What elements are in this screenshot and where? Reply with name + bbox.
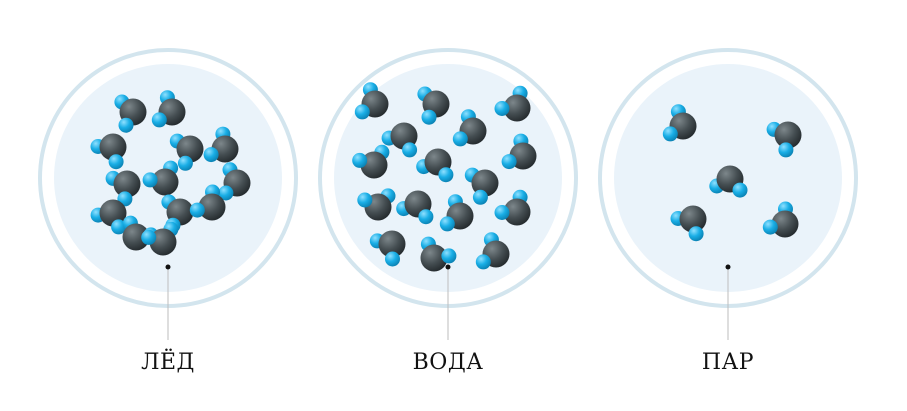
oxygen-atom bbox=[420, 244, 448, 272]
hydrogen-atom bbox=[501, 154, 517, 170]
water-molecule-icon bbox=[114, 94, 147, 133]
panel-vapor bbox=[598, 48, 858, 340]
label-ice: ЛЁД bbox=[141, 350, 195, 375]
water-molecule-icon bbox=[142, 160, 179, 196]
water-molecule-icon bbox=[416, 148, 454, 183]
water-molecule-icon bbox=[475, 232, 510, 270]
vapor-molecules bbox=[662, 104, 802, 242]
water-molecule-icon bbox=[203, 126, 239, 163]
water-molecule-icon bbox=[141, 221, 179, 256]
oxygen-atom bbox=[176, 135, 204, 163]
water-molecule-icon bbox=[670, 205, 707, 242]
hydrogen-atom bbox=[142, 172, 158, 188]
water-molecule-icon bbox=[766, 121, 802, 158]
hydrogen-atom bbox=[778, 142, 794, 158]
hydrogen-atom bbox=[421, 109, 437, 125]
water-molecule-icon bbox=[105, 170, 141, 207]
hydrogen-atom bbox=[218, 185, 234, 201]
hydrogen-atom bbox=[141, 229, 157, 245]
hydrogen-atom bbox=[439, 216, 455, 232]
hydrogen-atom bbox=[441, 248, 457, 264]
panel-water-pointer-dot bbox=[445, 264, 451, 270]
water-molecule-icon bbox=[396, 190, 434, 225]
hydrogen-atom bbox=[418, 209, 434, 225]
water-molecule-icon bbox=[189, 184, 226, 221]
water-molecule-icon bbox=[90, 199, 127, 235]
label-water: ВОДА bbox=[412, 350, 484, 375]
oxygen-atom bbox=[771, 210, 799, 238]
oxygen-atom bbox=[503, 94, 531, 122]
hydrogen-atom bbox=[475, 254, 491, 270]
oxygen-atom bbox=[198, 193, 226, 221]
oxygen-atom bbox=[471, 169, 499, 197]
panel-ice bbox=[38, 48, 298, 340]
panel-vapor-pointer-dot bbox=[725, 264, 731, 270]
water-molecule-icon bbox=[420, 236, 457, 272]
hydrogen-atom bbox=[452, 131, 468, 147]
oxygen-atom bbox=[360, 151, 388, 179]
water-molecule-icon bbox=[439, 194, 474, 232]
oxygen-atom bbox=[122, 223, 150, 251]
water-molecule-icon bbox=[357, 188, 396, 221]
water-molecule-icon bbox=[762, 201, 799, 238]
hydrogen-atom bbox=[494, 205, 510, 220]
water-molecule-icon bbox=[352, 144, 390, 179]
water-molecule-icon bbox=[218, 162, 251, 201]
label-vapor: ПАР bbox=[701, 350, 755, 375]
water-molecule-icon bbox=[709, 165, 748, 198]
water-molecule-icon bbox=[452, 109, 487, 147]
water-molecule-icon bbox=[381, 122, 418, 158]
water-molecule-icon bbox=[417, 86, 450, 125]
hydrogen-atom bbox=[177, 155, 193, 171]
oxygen-atom bbox=[113, 170, 141, 198]
water-molecule-icon bbox=[501, 133, 537, 170]
hydrogen-atom bbox=[151, 112, 167, 128]
hydrogen-atom bbox=[494, 101, 510, 116]
hydrogen-atom bbox=[352, 152, 368, 168]
hydrogen-atom bbox=[662, 126, 678, 142]
hydrogen-atom bbox=[189, 202, 205, 218]
oxygen-atom bbox=[149, 228, 177, 256]
hydrogen-atom bbox=[357, 192, 373, 208]
ice-molecules bbox=[90, 90, 251, 256]
hydrogen-atom bbox=[732, 182, 748, 198]
oxygen-atom bbox=[151, 168, 179, 196]
hydrogen-atom bbox=[203, 147, 219, 163]
oxygen-atom bbox=[774, 121, 802, 149]
hydrogen-atom bbox=[402, 142, 418, 158]
water-molecule-icon bbox=[151, 90, 186, 128]
hydrogen-atom bbox=[438, 167, 454, 183]
water-molecule-icon bbox=[494, 85, 531, 122]
hydrogen-atom bbox=[111, 219, 127, 235]
oxygen-atom bbox=[99, 133, 127, 161]
panel-ice-pointer-dot bbox=[165, 264, 171, 270]
water-molecule-icon bbox=[354, 82, 389, 120]
hydrogen-atom bbox=[385, 251, 400, 267]
water-molecule-icon bbox=[464, 167, 499, 205]
water-molecules bbox=[352, 82, 537, 272]
oxygen-atom bbox=[679, 205, 707, 233]
hydrogen-atom bbox=[118, 117, 134, 133]
oxygen-atom bbox=[378, 230, 406, 258]
hydrogen-atom bbox=[472, 189, 488, 205]
water-molecule-icon bbox=[494, 189, 531, 226]
hydrogen-atom bbox=[688, 226, 704, 242]
water-molecule-icon bbox=[169, 133, 204, 171]
hydrogen-atom bbox=[762, 219, 778, 235]
hydrogen-atom bbox=[354, 104, 370, 120]
water-molecule-icon bbox=[90, 133, 127, 170]
water-molecule-icon bbox=[369, 230, 406, 267]
water-molecule-icon bbox=[662, 104, 697, 142]
hydrogen-atom bbox=[108, 154, 124, 170]
panel-water bbox=[318, 48, 578, 340]
oxygen-atom bbox=[503, 198, 531, 226]
